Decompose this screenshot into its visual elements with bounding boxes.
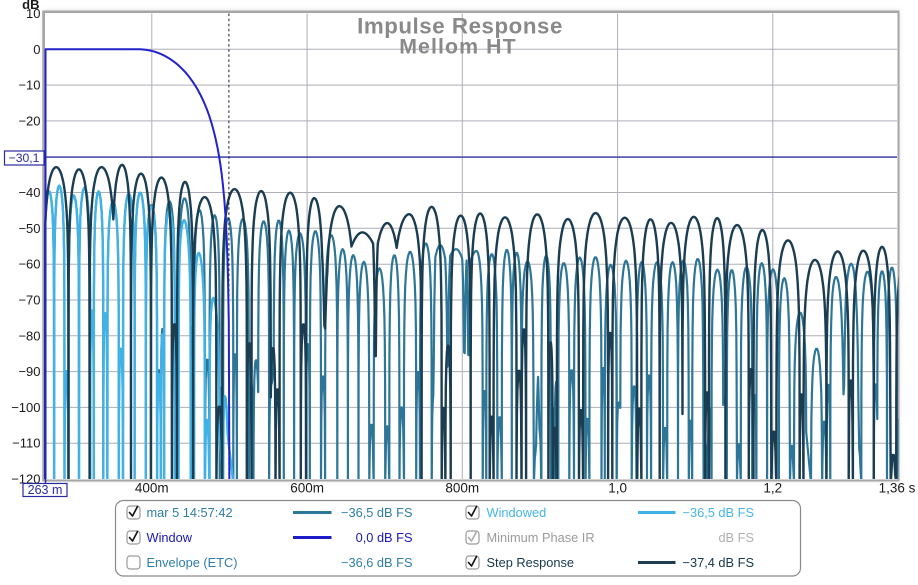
svg-text:Impulse Response: Impulse Response [357,14,563,39]
svg-text:10: 10 [26,6,40,21]
svg-text:−20: −20 [18,113,40,128]
svg-text:1,0: 1,0 [608,481,627,496]
svg-text:−80: −80 [18,328,40,343]
svg-text:600m: 600m [290,481,324,496]
svg-text:1,36 s: 1,36 s [879,481,916,496]
svg-text:Window: Window [147,530,193,545]
svg-text:800m: 800m [445,481,479,496]
svg-text:−110: −110 [12,436,40,451]
svg-text:Mellom HT: Mellom HT [399,35,517,59]
svg-text:−100: −100 [11,400,40,415]
svg-text:Minimum Phase IR: Minimum Phase IR [487,530,595,545]
svg-text:−36,5 dB FS: −36,5 dB FS [683,505,755,520]
svg-text:−60: −60 [18,257,40,272]
svg-text:Envelope (ETC): Envelope (ETC) [147,555,238,570]
svg-text:1,2: 1,2 [763,481,782,496]
svg-text:−36,6 dB FS: −36,6 dB FS [341,555,413,570]
svg-text:0,0 dB FS: 0,0 dB FS [356,530,413,545]
svg-text:−120: −120 [11,472,40,487]
svg-text:mar 5 14:57:42: mar 5 14:57:42 [147,505,233,520]
svg-text:−90: −90 [18,364,40,379]
svg-text:0: 0 [33,42,40,57]
svg-text:−40: −40 [18,185,40,200]
svg-text:400m: 400m [135,481,169,496]
svg-text:Step Response: Step Response [487,555,575,570]
svg-text:−10: −10 [18,78,40,93]
svg-text:dB: dB [22,0,39,12]
svg-text:dB FS: dB FS [718,530,754,545]
svg-text:−36,5 dB FS: −36,5 dB FS [341,505,413,520]
svg-text:263 m: 263 m [28,483,63,497]
svg-text:−70: −70 [18,293,40,308]
svg-text:−50: −50 [18,221,40,236]
svg-text:−30,1: −30,1 [9,151,40,165]
svg-text:−37,4 dB FS: −37,4 dB FS [683,555,755,570]
svg-text:Windowed: Windowed [487,505,547,520]
